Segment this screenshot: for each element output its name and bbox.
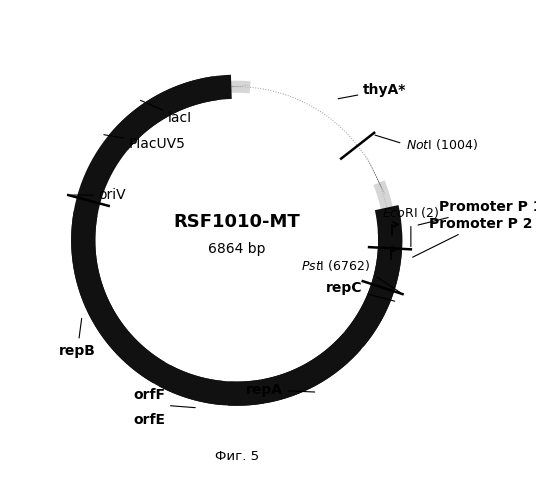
Polygon shape bbox=[261, 334, 361, 403]
Polygon shape bbox=[81, 179, 94, 228]
Text: repC: repC bbox=[326, 281, 394, 301]
Text: $\it{Not}$I (1004): $\it{Not}$I (1004) bbox=[406, 137, 478, 152]
Text: PlacUV5: PlacUV5 bbox=[104, 135, 186, 151]
Text: 6864 bp: 6864 bp bbox=[208, 243, 265, 256]
Polygon shape bbox=[71, 75, 403, 406]
Text: Promoter P 2: Promoter P 2 bbox=[413, 217, 532, 257]
Polygon shape bbox=[345, 230, 403, 347]
Text: oriV: oriV bbox=[99, 188, 126, 202]
Text: Promoter P 1: Promoter P 1 bbox=[418, 200, 536, 225]
Polygon shape bbox=[330, 328, 364, 365]
Text: repA: repA bbox=[245, 383, 315, 397]
Text: orfE: orfE bbox=[133, 413, 166, 427]
Text: $\it{Pst}$I (6762): $\it{Pst}$I (6762) bbox=[301, 258, 370, 273]
Text: RSF1010-MT: RSF1010-MT bbox=[173, 213, 300, 231]
Polygon shape bbox=[363, 150, 386, 196]
Text: thyA*: thyA* bbox=[338, 83, 407, 99]
Polygon shape bbox=[71, 212, 165, 383]
Text: lacI: lacI bbox=[140, 100, 192, 125]
Text: repB: repB bbox=[59, 318, 96, 358]
Polygon shape bbox=[228, 380, 264, 406]
Polygon shape bbox=[159, 365, 222, 405]
Polygon shape bbox=[214, 81, 251, 94]
Polygon shape bbox=[227, 390, 278, 396]
Polygon shape bbox=[109, 76, 217, 150]
Text: Фиг. 5: Фиг. 5 bbox=[214, 450, 259, 463]
Polygon shape bbox=[134, 357, 177, 384]
Text: orfF: orfF bbox=[133, 388, 166, 402]
Polygon shape bbox=[200, 85, 251, 89]
Polygon shape bbox=[80, 186, 98, 215]
Text: $\it{Eco}$RI (2): $\it{Eco}$RI (2) bbox=[382, 206, 440, 221]
Polygon shape bbox=[193, 389, 243, 396]
Polygon shape bbox=[374, 181, 396, 268]
